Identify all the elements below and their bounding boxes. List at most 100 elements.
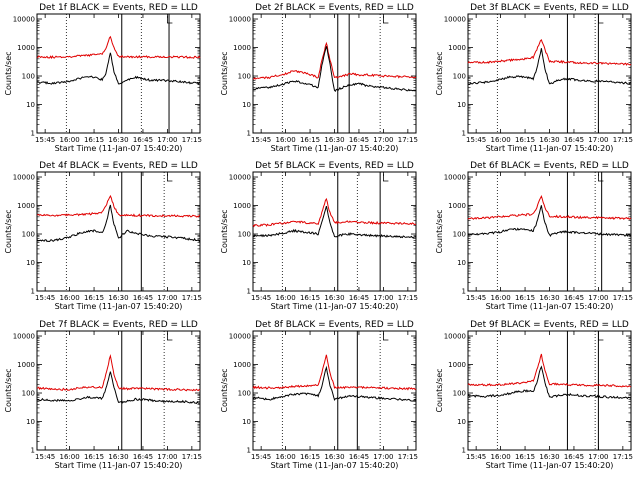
y-tick-label: 100: [238, 231, 251, 239]
panel-7: Det 7f BLACK = Events, RED = LLD 1 10 100 10…: [4, 320, 202, 470]
x-tick-label: 17:00: [157, 136, 177, 144]
y-tick-label: 1000: [17, 361, 35, 369]
x-tick-label: 16:30: [539, 453, 559, 461]
panel-8: Det 8f BLACK = Events, RED = LLD 1 10 100 10…: [220, 320, 418, 470]
y-axis-label: Counts/sec: [435, 51, 444, 95]
x-tick-label: 17:00: [588, 136, 608, 144]
y-tick-label: 1000: [448, 361, 466, 369]
y-tick-label: 10: [26, 259, 35, 267]
panel-9: Det 9f BLACK = Events, RED = LLD 1 10 100 10…: [435, 320, 633, 470]
panel-3: Det 3f BLACK = Events, RED = LLD 1 10 100 10…: [435, 3, 633, 153]
plot-frame: [252, 171, 417, 292]
y-tick-label: 10000: [229, 333, 251, 341]
y-tick-label: 1: [247, 447, 251, 455]
x-tick-label: 17:15: [182, 136, 202, 144]
panel-title: Det 3f BLACK = Events, RED = LLD: [470, 3, 629, 13]
x-tick-label: 15:45: [251, 136, 271, 144]
y-tick-label: 1000: [233, 202, 251, 210]
y-tick-label: 10000: [444, 333, 466, 341]
x-tick-label: 15:45: [35, 453, 55, 461]
x-tick-label: 16:00: [60, 136, 80, 144]
x-tick-label: 15:45: [466, 453, 486, 461]
flag-bracket: [598, 16, 604, 24]
x-tick-label: 16:15: [84, 453, 104, 461]
y-tick-label: 1: [462, 130, 466, 138]
y-tick-label: 100: [453, 231, 466, 239]
y-tick-label: 10000: [444, 16, 466, 24]
y-tick-label: 100: [22, 73, 35, 81]
x-tick-label: 16:30: [539, 136, 559, 144]
flag-bracket: [167, 333, 173, 341]
y-tick-label: 10000: [13, 333, 35, 341]
x-axis-label: Start Time (11-Jan-07 15:40:20): [55, 302, 183, 311]
y-tick-label: 1: [247, 130, 251, 138]
series-line-events: [252, 205, 417, 239]
panel-5: Det 5f BLACK = Events, RED = LLD 1 10 100 10…: [220, 161, 418, 311]
y-axis-label: Counts/sec: [220, 51, 229, 95]
series-line-events: [36, 371, 201, 405]
x-tick-label: 17:15: [398, 453, 418, 461]
x-axis-label: Start Time (11-Jan-07 15:40:20): [486, 302, 614, 311]
flag-bracket: [167, 16, 173, 24]
series-line-lld: [36, 354, 201, 392]
x-tick-label: 16:45: [349, 294, 369, 302]
x-tick-label: 16:15: [300, 453, 320, 461]
x-tick-label: 17:00: [373, 294, 393, 302]
x-tick-label: 17:00: [373, 453, 393, 461]
y-tick-label: 100: [453, 73, 466, 81]
x-tick-label: 17:15: [398, 294, 418, 302]
y-tick-label: 10: [457, 259, 466, 267]
y-tick-label: 10: [26, 418, 35, 426]
y-tick-label: 1000: [448, 44, 466, 52]
flag-bracket: [598, 333, 604, 341]
y-axis-label: Counts/sec: [220, 209, 229, 253]
y-tick-label: 100: [238, 73, 251, 81]
x-tick-label: 17:15: [182, 294, 202, 302]
y-tick-label: 10000: [229, 174, 251, 182]
y-tick-label: 1000: [17, 202, 35, 210]
flag-bracket: [598, 174, 604, 182]
x-tick-label: 16:45: [133, 136, 153, 144]
x-tick-label: 16:15: [515, 136, 535, 144]
series-line-lld: [252, 354, 417, 391]
panel-title: Det 8f BLACK = Events, RED = LLD: [255, 320, 414, 330]
flag-bracket: [383, 174, 389, 182]
y-tick-label: 10000: [13, 174, 35, 182]
plot-frame: [36, 171, 201, 292]
x-tick-label: 16:45: [349, 453, 369, 461]
panel-1: Det 1f BLACK = Events, RED = LLD 1 10 100 10…: [4, 3, 202, 153]
y-tick-label: 1: [462, 288, 466, 296]
x-tick-label: 16:30: [108, 453, 128, 461]
x-tick-label: 15:45: [35, 136, 55, 144]
x-tick-label: 17:00: [588, 294, 608, 302]
x-tick-label: 17:15: [398, 136, 418, 144]
x-axis-label: Start Time (11-Jan-07 15:40:20): [486, 461, 614, 470]
x-tick-label: 17:15: [182, 453, 202, 461]
x-tick-label: 15:45: [466, 136, 486, 144]
y-tick-label: 1: [31, 447, 35, 455]
plot-frame: [36, 13, 201, 134]
series-line-events: [467, 48, 632, 85]
x-tick-label: 16:00: [491, 453, 511, 461]
y-tick-label: 1: [247, 288, 251, 296]
x-tick-label: 15:45: [35, 294, 55, 302]
y-tick-label: 10: [457, 418, 466, 426]
x-tick-label: 16:45: [349, 136, 369, 144]
x-tick-label: 16:15: [84, 294, 104, 302]
x-tick-label: 16:30: [108, 294, 128, 302]
panel-title: Det 4f BLACK = Events, RED = LLD: [39, 161, 198, 171]
x-tick-label: 16:00: [276, 136, 296, 144]
panel-title: Det 6f BLACK = Events, RED = LLD: [470, 161, 629, 171]
series-line-lld: [252, 197, 417, 228]
y-tick-label: 10: [457, 101, 466, 109]
y-tick-label: 1: [31, 288, 35, 296]
x-tick-label: 17:15: [613, 453, 633, 461]
flag-bracket: [383, 16, 389, 24]
panel-title: Det 2f BLACK = Events, RED = LLD: [255, 3, 414, 13]
x-tick-label: 16:15: [300, 136, 320, 144]
x-tick-label: 15:45: [251, 453, 271, 461]
y-tick-label: 10: [242, 101, 251, 109]
y-tick-label: 1000: [233, 361, 251, 369]
x-tick-label: 16:30: [539, 294, 559, 302]
